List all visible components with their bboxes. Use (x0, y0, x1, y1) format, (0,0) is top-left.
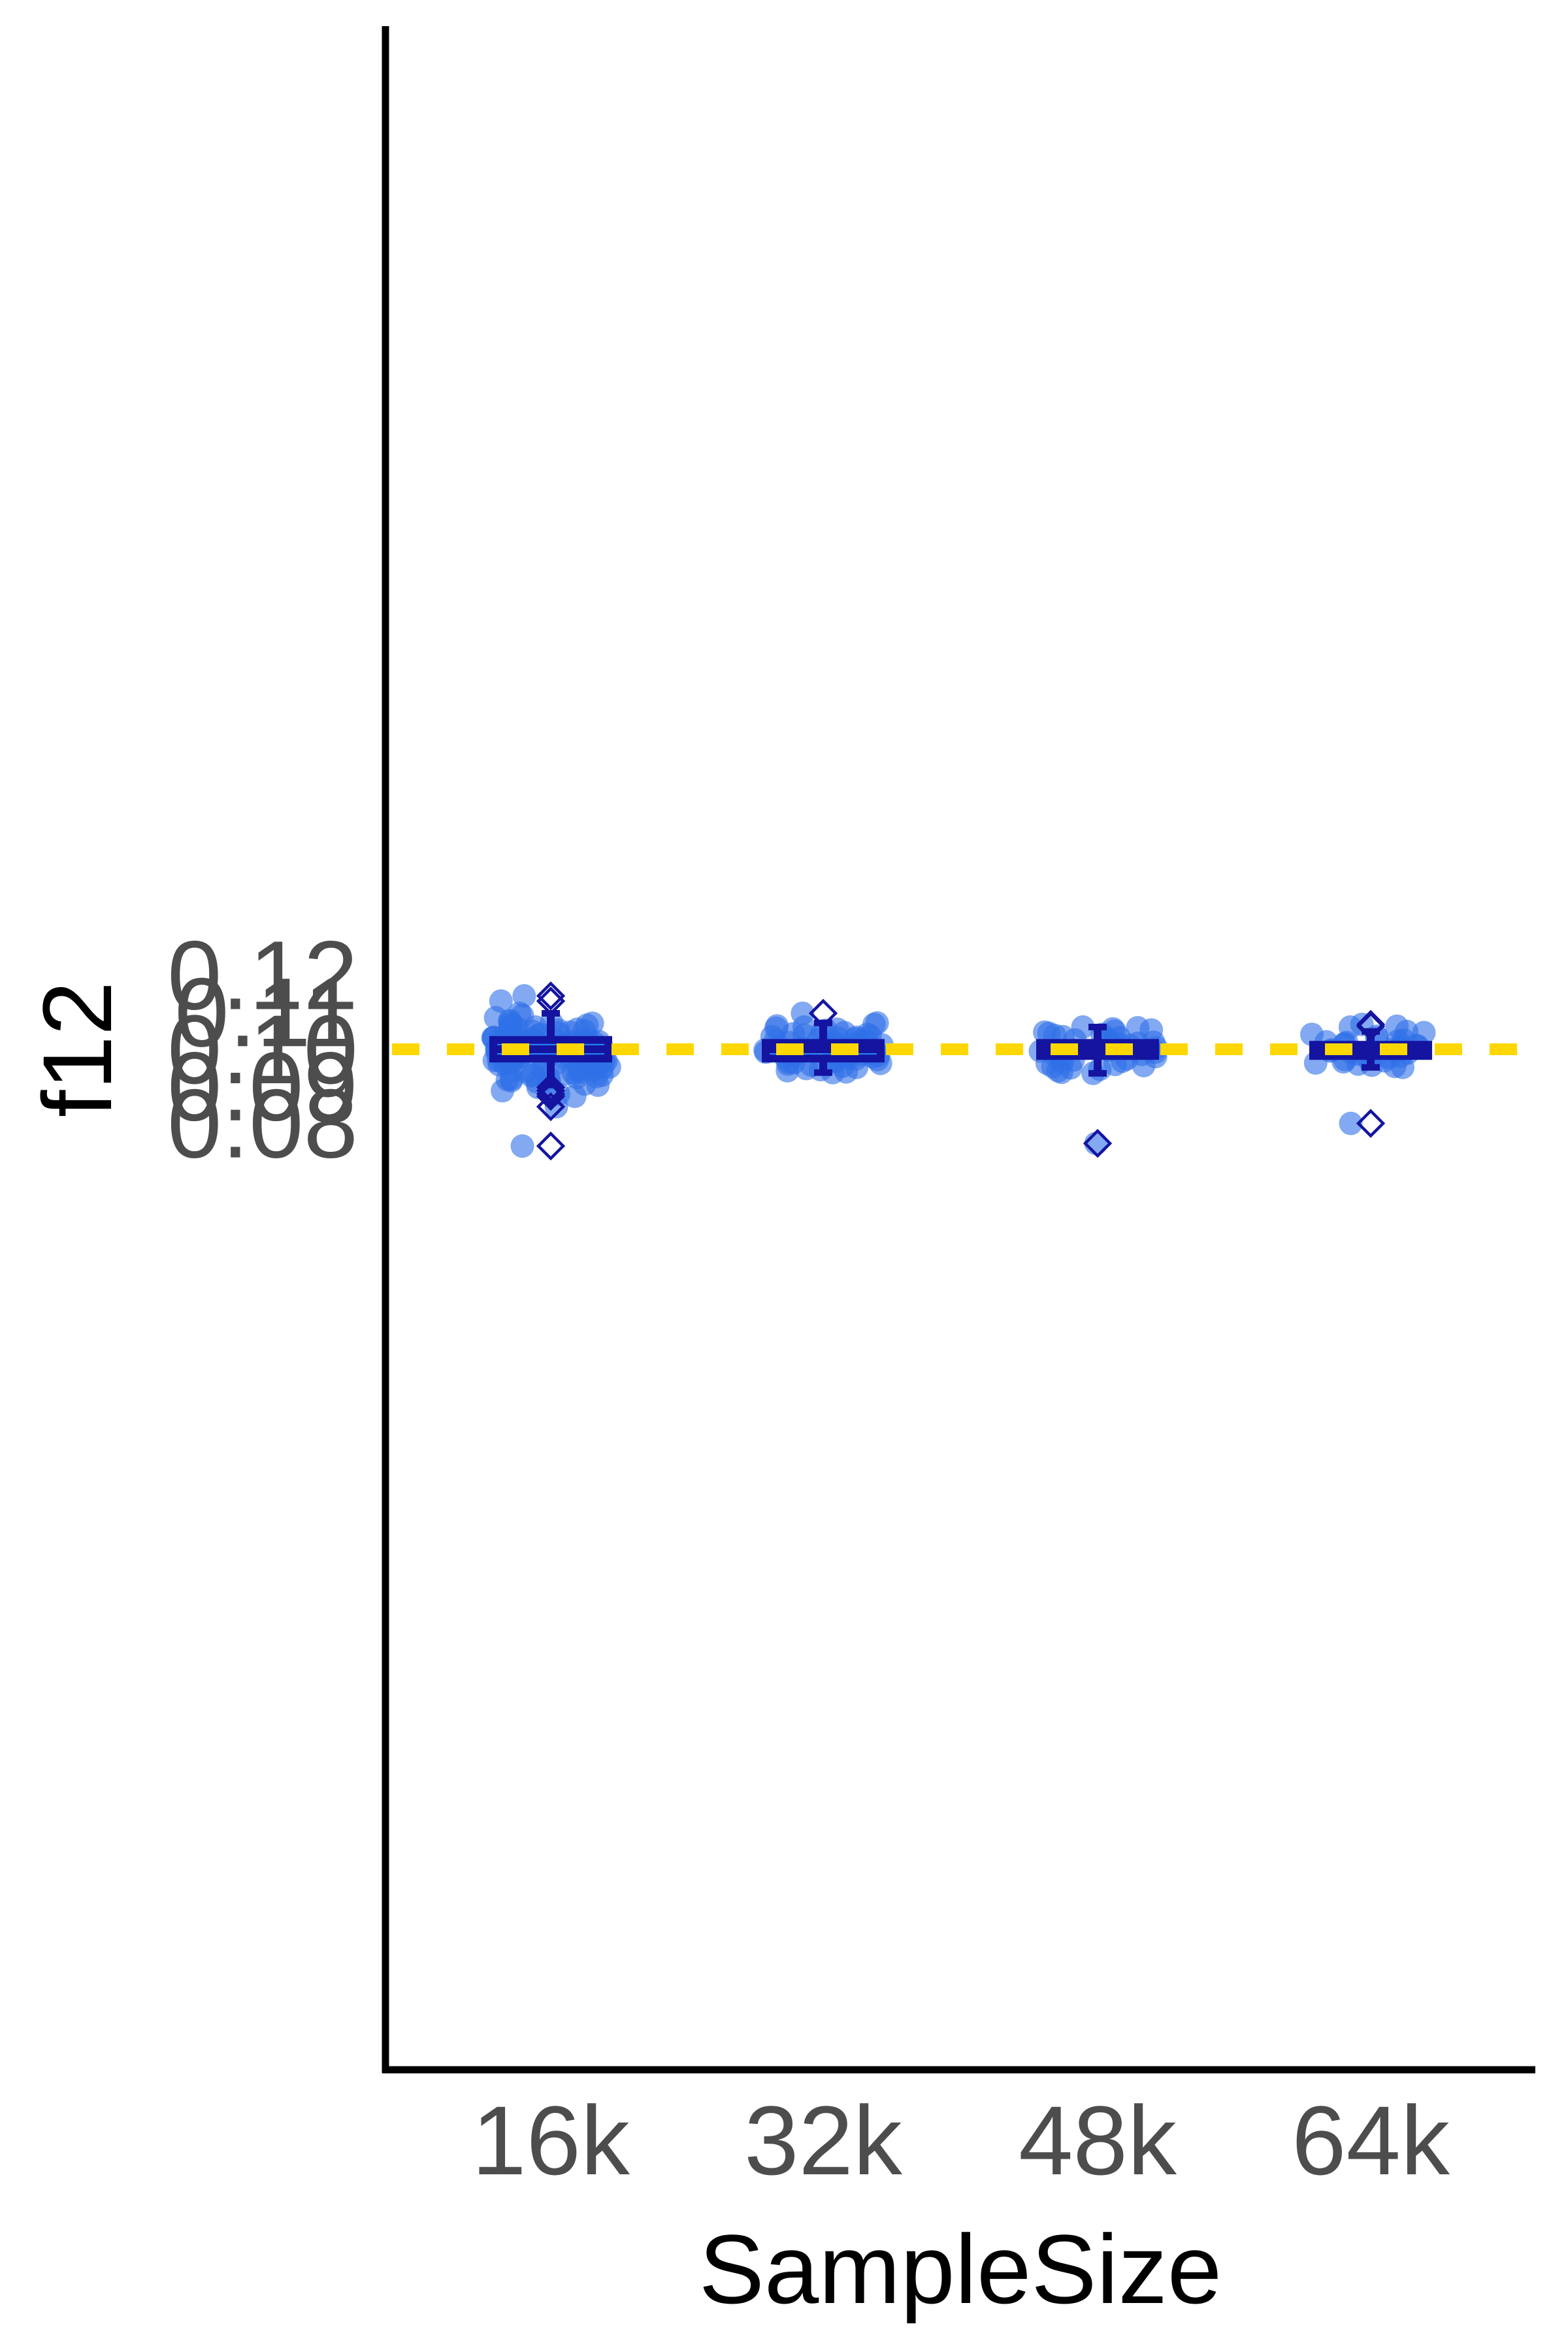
outlier-marker (1356, 1109, 1386, 1138)
outlier-marker (536, 981, 566, 1011)
y-tick-label: 0.08 (167, 1068, 358, 1178)
data-point (1339, 1111, 1363, 1135)
outlier-marker (536, 1131, 566, 1161)
labels-layer: SampleSize f12 0.080.090.100.110.12 16k 32… (22, 921, 1450, 2324)
data-points-layer (481, 984, 1436, 1158)
outlier-marker (536, 1076, 566, 1105)
outliers-layer (536, 981, 1386, 1161)
outlier-marker (536, 987, 566, 1016)
data-point (510, 1134, 534, 1158)
x-tick-label: 16k (472, 2085, 630, 2195)
x-tick-label: 48k (1019, 2085, 1177, 2195)
data-point (491, 1079, 515, 1103)
x-tick-label: 64k (1292, 2085, 1450, 2195)
data-point (776, 1058, 800, 1083)
data-point (1084, 1132, 1108, 1156)
outlier-marker (808, 998, 838, 1028)
data-point (563, 1085, 587, 1108)
y-tick-label: 0.10 (167, 994, 358, 1104)
outlier-marker (1356, 1011, 1386, 1041)
y-tick-label: 0.09 (167, 1032, 358, 1141)
axes-layer (382, 26, 1535, 2074)
y-axis-title: f12 (22, 981, 132, 1118)
outlier-marker (536, 1079, 566, 1109)
data-point (1049, 1060, 1073, 1085)
outlier-marker (536, 1073, 566, 1102)
x-tick-label: 32k (744, 2085, 903, 2195)
data-point (586, 1073, 610, 1097)
y-tick-label: 0.11 (174, 957, 358, 1067)
x-axis-title: SampleSize (699, 2214, 1222, 2324)
y-tick-label: 0.12 (167, 921, 358, 1030)
data-point (1391, 1055, 1414, 1079)
outlier-marker (536, 1081, 566, 1111)
outlier-marker (536, 1092, 566, 1122)
outlier-marker (1083, 1128, 1113, 1158)
